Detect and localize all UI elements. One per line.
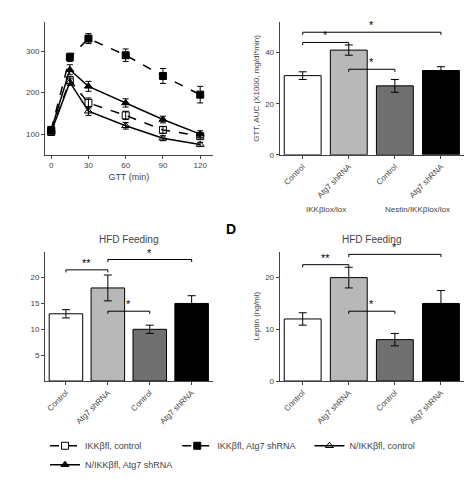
svg-text:Control: Control bbox=[282, 162, 307, 187]
svg-text:Atg7 shRNA: Atg7 shRNA bbox=[408, 388, 446, 426]
svg-text:0: 0 bbox=[49, 161, 54, 170]
svg-text:*: * bbox=[369, 298, 374, 310]
svg-text:*: * bbox=[126, 298, 131, 310]
svg-text:5: 5 bbox=[35, 351, 40, 360]
svg-text:Leptin (ng/ml): Leptin (ng/ml) bbox=[252, 292, 261, 341]
svg-text:N/IKKβfl, control: N/IKKβfl, control bbox=[349, 441, 414, 451]
svg-text:10: 10 bbox=[30, 325, 39, 334]
svg-text:Atg7 shRNA: Atg7 shRNA bbox=[316, 162, 354, 200]
svg-text:120: 120 bbox=[194, 161, 208, 170]
svg-text:Nestin/IKKβlox/lox: Nestin/IKKβlox/lox bbox=[385, 205, 450, 214]
svg-text:Atg7 shRNA: Atg7 shRNA bbox=[75, 388, 113, 426]
svg-text:**: ** bbox=[321, 252, 330, 264]
svg-text:GTT (min): GTT (min) bbox=[108, 172, 149, 182]
svg-text:200: 200 bbox=[26, 88, 40, 97]
svg-text:Atg7 shRNA: Atg7 shRNA bbox=[316, 388, 354, 426]
svg-text:*: * bbox=[147, 247, 152, 259]
svg-text:Control: Control bbox=[375, 162, 400, 187]
svg-text:N/IKKβfl, Atg7 shRNA: N/IKKβfl, Atg7 shRNA bbox=[85, 460, 172, 470]
svg-text:100: 100 bbox=[26, 130, 40, 139]
svg-text:GTT, AUC (X1000, mg/dl*min): GTT, AUC (X1000, mg/dl*min) bbox=[252, 35, 261, 142]
svg-text:IKKβfl, Atg7 shRNA: IKKβfl, Atg7 shRNA bbox=[217, 441, 295, 451]
svg-text:60: 60 bbox=[121, 161, 130, 170]
svg-text:**: ** bbox=[82, 257, 91, 269]
svg-text:D: D bbox=[226, 221, 236, 237]
svg-text:*: * bbox=[392, 241, 397, 253]
svg-text:Atg7 shRNA: Atg7 shRNA bbox=[408, 162, 446, 200]
svg-text:Control: Control bbox=[129, 388, 154, 413]
svg-text:Control: Control bbox=[282, 388, 307, 413]
svg-text:90: 90 bbox=[158, 161, 167, 170]
svg-text:20: 20 bbox=[265, 273, 274, 282]
svg-text:0: 0 bbox=[270, 151, 275, 160]
svg-text:30: 30 bbox=[84, 161, 93, 170]
svg-text:*: * bbox=[369, 19, 374, 31]
svg-text:15: 15 bbox=[30, 299, 39, 308]
svg-text:Atg7 shRNA: Atg7 shRNA bbox=[158, 388, 196, 426]
svg-text:20: 20 bbox=[265, 100, 274, 109]
svg-text:Control: Control bbox=[46, 388, 71, 413]
svg-text:IKKβlox/lox: IKKβlox/lox bbox=[306, 205, 346, 214]
svg-text:HFD Feeding: HFD Feeding bbox=[342, 234, 401, 245]
svg-text:*: * bbox=[369, 56, 374, 68]
svg-text:40: 40 bbox=[265, 48, 274, 57]
svg-text:300: 300 bbox=[26, 47, 40, 56]
svg-text:10: 10 bbox=[265, 325, 274, 334]
svg-text:0: 0 bbox=[270, 377, 275, 386]
svg-text:IKKβfl, control: IKKβfl, control bbox=[85, 441, 141, 451]
svg-text:*: * bbox=[323, 29, 328, 41]
svg-text:20: 20 bbox=[30, 273, 39, 282]
svg-text:Control: Control bbox=[375, 388, 400, 413]
svg-text:HFD Feeding: HFD Feeding bbox=[99, 234, 158, 245]
